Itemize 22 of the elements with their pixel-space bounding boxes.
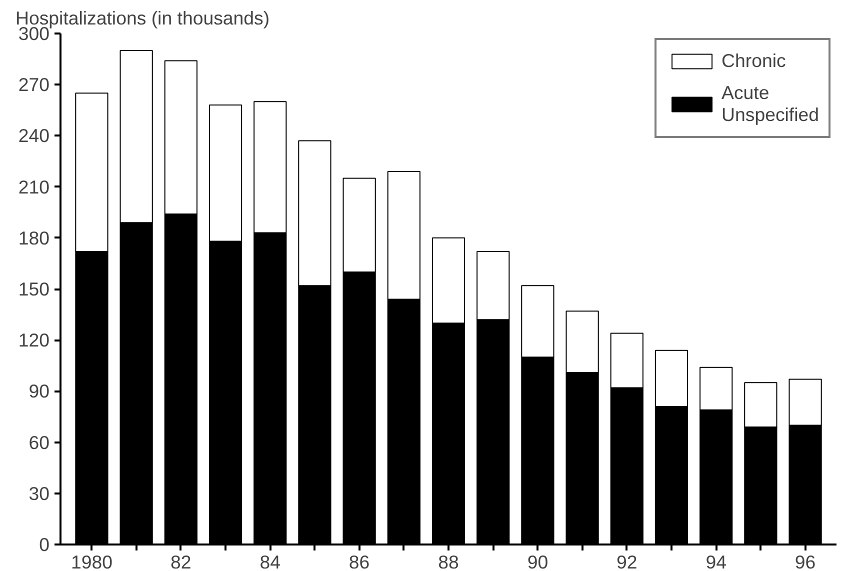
x-tick-label: 1980 [70,552,112,571]
y-tick-label: 270 [18,74,50,96]
x-tick-label: 84 [260,552,280,571]
y-axis-title: Hospitalizations (in thousands) [16,8,270,28]
x-tick-label: 88 [438,552,459,571]
x-tick-label: 92 [616,552,638,571]
x-tick-label: 96 [794,552,816,571]
y-tick-label: 0 [39,534,50,555]
y-tick-label: 180 [18,227,50,248]
x-tick-label: 86 [348,552,370,571]
y-tick-label: 240 [18,125,50,146]
y-tick-label: 150 [18,278,50,300]
y-tick-label: 90 [28,380,50,402]
legend-label: Acute Unspecified [722,82,819,126]
x-tick-label: 90 [527,552,548,571]
y-tick-label: 210 [18,176,50,198]
y-tick-label: 30 [28,482,50,504]
legend-label: Chronic [722,50,786,72]
x-tick-label: 82 [170,552,192,571]
y-tick-label: 60 [28,432,50,453]
x-tick-label: 94 [706,552,726,571]
y-tick-label: 120 [18,330,50,351]
